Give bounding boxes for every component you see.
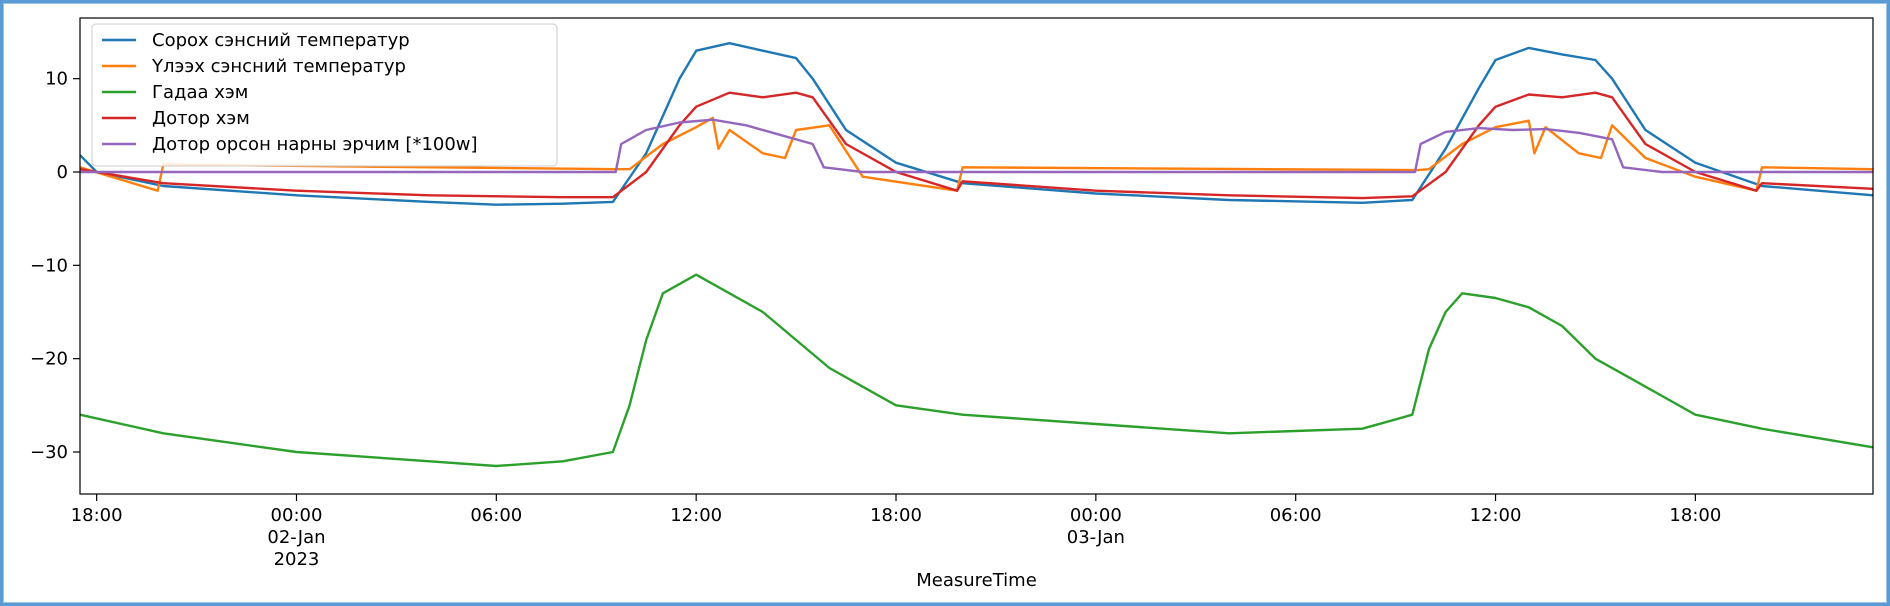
series-line-5: [80, 118, 1873, 174]
y-tick-label: 0: [57, 162, 68, 183]
series-line-3: [79, 273, 1874, 468]
legend-box: [91, 23, 558, 167]
x-tick-label: 18:00: [1669, 505, 1721, 526]
x-tick-label: 03-Jan: [1067, 527, 1125, 548]
series-line-4: [79, 91, 1874, 200]
x-tick-label: 18:00: [870, 505, 922, 526]
y-tick-label: −30: [30, 442, 68, 463]
y-tick-label: 10: [45, 69, 68, 90]
x-axis-label: MeasureTime: [916, 570, 1037, 591]
legend-entry: Гадаа хэм: [152, 82, 248, 103]
y-tick-label: −10: [30, 255, 68, 276]
x-tick-label: 12:00: [1470, 505, 1522, 526]
x-tick-label: 02-Jan: [267, 527, 325, 548]
plot-area-border: [79, 17, 1874, 495]
x-tick-label: 2023: [274, 549, 320, 570]
series-layer: [79, 42, 1874, 468]
x-tick-label: 00:00: [1070, 505, 1122, 526]
x-tick-label: 06:00: [470, 505, 522, 526]
legend-entry: Дотор орсон нарны эрчим [*100w]: [152, 134, 478, 155]
x-tick-label: 00:00: [271, 505, 323, 526]
series-line-1: [79, 42, 1874, 206]
legend: Сорох сэнсний температур Үлээх сэнсний те…: [91, 23, 558, 167]
x-tick-label: 18:00: [71, 505, 123, 526]
y-tick-label: −20: [30, 349, 68, 370]
x-tick-label: 06:00: [1270, 505, 1322, 526]
legend-entry: Сорох сэнсний температур: [152, 30, 410, 51]
y-axis-ticks: 10 0 −10 −20 −30: [30, 69, 80, 463]
legend-entry: Үлээх сэнсний температур: [151, 56, 406, 77]
legend-entry: Дотор хэм: [152, 108, 250, 129]
x-tick-label: 12:00: [670, 505, 722, 526]
